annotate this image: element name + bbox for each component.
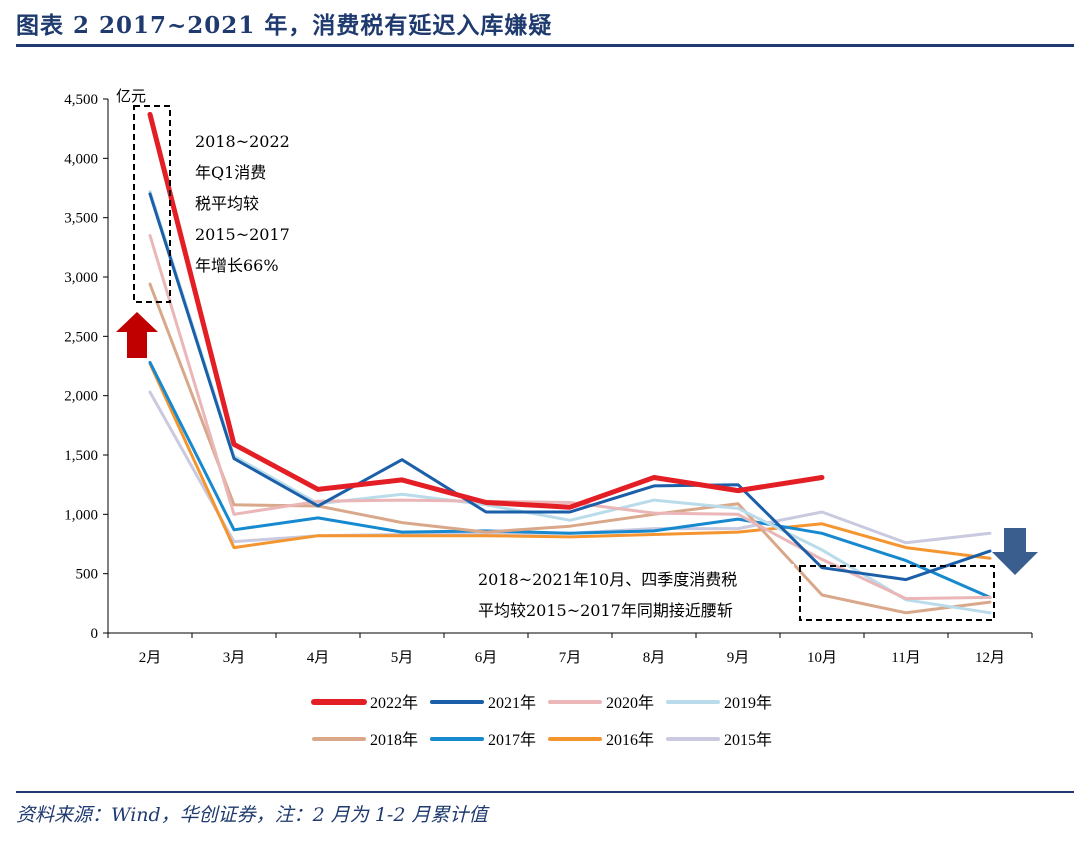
y-tick-label: 1,500 [64, 448, 98, 464]
line-chart: 亿元 0 500 1,000 1,500 2,000 2,500 3,000 3,500 4,0… [64, 88, 1038, 749]
y-tick-label: 500 [76, 567, 99, 583]
title-rule [16, 44, 1074, 47]
y-tick-label: 2,000 [64, 389, 98, 405]
figure-title: 图表 2 2017~2021 年，消费税有延迟入库嫌疑 [16, 12, 553, 39]
source-note: 资料来源：Wind，华创证券，注：2 月为 1-2 月累计值 [16, 804, 488, 826]
series-line-2016年 [148, 362, 992, 560]
legend-label: 2021年 [488, 694, 536, 712]
x-tick-label: 2月 [139, 650, 162, 666]
annotation-q1-line-4: 2015~2017 [195, 225, 290, 244]
x-tick-label: 3月 [223, 650, 246, 666]
y-tick-label: 3,500 [64, 211, 98, 227]
y-tick-label: 1,000 [64, 507, 98, 523]
annotation-q1: 2018~2022 年Q1消费 税平均较 2015~2017 年增长66% [116, 105, 290, 358]
annotation-q4-line-2: 平均较2015~2017年同期接近腰斩 [478, 601, 733, 620]
annotation-q1-line-2: 年Q1消费 [195, 163, 266, 182]
chart-legend: 2022年 2021年 2020年 2019年 2018年 2017年 2016年 2015年 [311, 694, 772, 749]
source-rule [16, 791, 1074, 793]
x-tick-label: 10月 [807, 650, 837, 666]
legend-label: 2020年 [606, 694, 654, 712]
series-line-2022年 [147, 111, 825, 510]
x-tick-label: 6月 [475, 650, 498, 666]
y-tick-label: 0 [91, 626, 99, 642]
annotation-q4-line-1: 2018~2021年10月、四季度消费税 [478, 570, 737, 589]
legend-label: 2019年 [724, 694, 772, 712]
y-unit-label: 亿元 [116, 88, 146, 105]
x-tick-label: 7月 [559, 650, 582, 666]
q4-highlight-box [799, 565, 995, 621]
down-arrow-icon [992, 528, 1038, 575]
x-tick-label: 8月 [643, 650, 666, 666]
series-lines [147, 111, 992, 615]
series-line-2019年 [148, 190, 992, 615]
q1-highlight-box [133, 105, 171, 303]
x-tick-label: 9月 [727, 650, 750, 666]
x-tick-label: 12月 [975, 650, 1005, 666]
y-tick-label: 3,000 [64, 270, 98, 286]
annotation-q1-line-5: 年增长66% [195, 256, 279, 275]
annotation-q1-line-1: 2018~2022 [195, 132, 290, 151]
legend-label: 2017年 [488, 731, 536, 749]
y-ticks: 0 500 1,000 1,500 2,000 2,500 3,000 3,500 4,000 4… [64, 92, 108, 642]
x-tick-label: 4月 [307, 650, 330, 666]
series-line-2018年 [148, 282, 992, 615]
legend-label: 2022年 [370, 694, 418, 712]
series-line-2020年 [148, 234, 992, 601]
x-tick-label: 5月 [391, 650, 414, 666]
series-line-2017年 [148, 360, 992, 599]
legend-label: 2018年 [370, 731, 418, 749]
annotation-q1-line-3: 税平均较 [195, 194, 259, 213]
legend-label: 2015年 [724, 731, 772, 749]
series-line-2021年 [148, 192, 992, 582]
y-tick-label: 4,500 [64, 92, 98, 108]
chart-axes: 亿元 [107, 88, 1032, 634]
annotation-q4: 2018~2021年10月、四季度消费税 平均较2015~2017年同期接近腰斩 [472, 528, 1038, 626]
legend-label: 2016年 [606, 731, 654, 749]
y-tick-label: 2,500 [64, 329, 98, 345]
x-ticks: 2月 3月 4月 5月 6月 7月 8月 9月 10月 11月 12月 [107, 633, 1033, 666]
y-tick-label: 4,000 [64, 151, 98, 167]
figure-header: 图表 2 2017~2021 年，消费税有延迟入库嫌疑 [0, 0, 1080, 48]
x-tick-label: 11月 [891, 650, 920, 666]
annotation-q4-backdrop [472, 564, 794, 626]
up-arrow-icon [116, 312, 158, 358]
